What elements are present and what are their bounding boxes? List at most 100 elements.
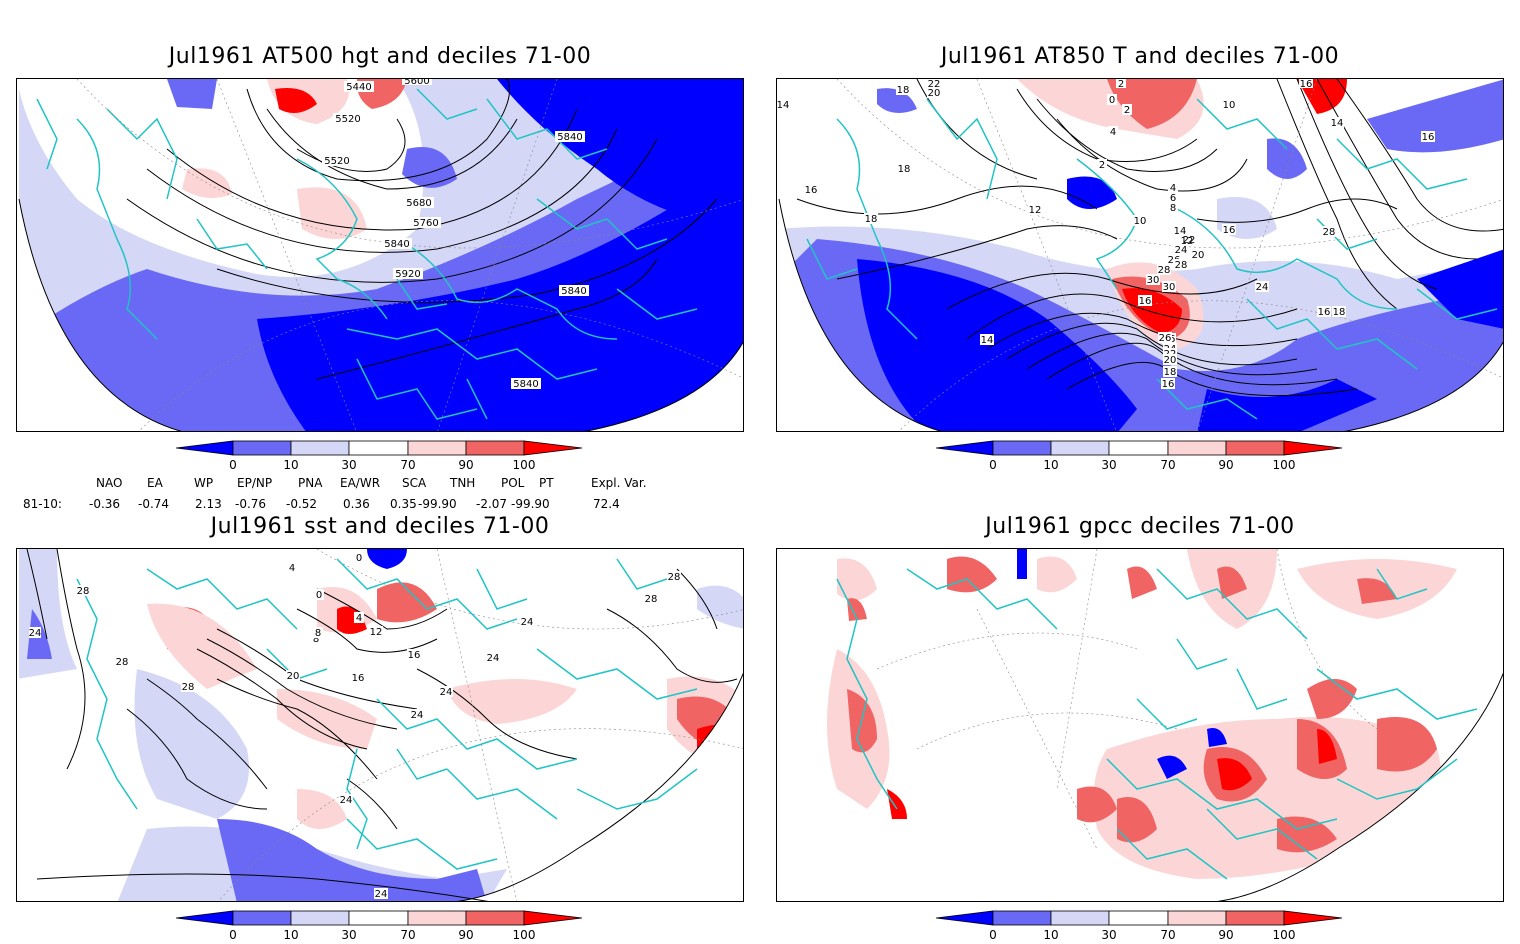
contour-label: 4 [356,613,362,624]
colorbar-swatch-3 [1108,910,1169,926]
contour-label: 8 [1170,203,1176,214]
contour-label: 5760 [413,218,438,229]
colorbar-swatches [936,910,1343,926]
index-value-sca: 0.35 [390,497,417,511]
colorbar-swatch-2 [1050,440,1110,456]
map-panel-gpcc [776,548,1504,902]
colorbar-swatch-0 [176,910,234,926]
contour-label: 18 [897,85,910,96]
colorbar-swatch-5 [465,910,525,926]
colorbar-swatch-6 [523,910,583,926]
colorbar-tick: 10 [283,458,299,472]
index-value-ea: -0.74 [138,497,170,511]
contour-label: 30 [1147,275,1160,286]
contour-label: 14 [1174,226,1187,237]
colorbar-tick: 70 [1160,458,1176,472]
colorbar-tick: 0 [989,458,997,472]
contour-label: 0 [356,553,362,564]
contour-label: 16 [1223,225,1236,236]
map-svg-hgt500: 5440 5600 5520 5520 5680 5760 5840 5840 … [18,79,743,431]
contour-label: 16 [352,673,365,684]
contour-label: 8 [313,634,319,645]
map-svg-sst: 28 24 28 28 0 4 0 4 8 12 8 16 20 16 24 2… [19,549,743,901]
colorbar-swatch-6 [523,440,583,456]
contour-label: 5840 [513,379,538,390]
colorbar-tick: 30 [341,458,357,472]
colorbar-tick: 90 [1218,458,1234,472]
colorbar-tick: 0 [229,928,237,942]
colorbar-swatches [176,440,583,456]
colorbar-swatch-0 [936,910,994,926]
contour-label: 5520 [335,114,360,125]
index-value-pol: -2.07 [476,497,508,511]
colorbar-swatches [176,910,583,926]
colorbar-swatch-2 [290,440,350,456]
contour-label: 10 [1134,216,1147,227]
contour-label: 0 [316,590,322,601]
contour-label: 22 [928,79,941,90]
colorbar-tick: 90 [458,928,474,942]
contour-label: 22 [1183,235,1196,246]
contour-label: 28 [182,682,195,693]
contour-label: 20 [287,671,300,682]
contour-label: 24 [440,687,453,698]
contour-label: 28 [668,572,681,583]
contour-label: 4 [289,563,295,574]
contour-label: 5840 [561,286,586,297]
contour-label: 14 [1331,118,1344,129]
panel-title-hgt500: Jul1961 AT500 hgt and deciles 71-00 [168,44,592,69]
index-header-pna: PNA [298,476,323,490]
colorbar-swatch-3 [1108,440,1169,456]
contour-label: 28 [1175,260,1188,271]
contour-label: 6 [1170,193,1176,204]
contour-label: 10 [1223,100,1236,111]
colorbar-tick: 100 [512,928,536,942]
contour-label: 24 [487,653,500,664]
contour-label: 18 [1164,367,1177,378]
contour-label: 20 [1164,355,1177,366]
contour-label: 5920 [395,269,420,280]
contour-label: 18 [865,214,878,225]
contour-label: 16 [1162,379,1175,390]
colorbar-swatch-4 [1167,440,1227,456]
colorbar-bottom-left: 0 10 30 70 90 100 [176,910,596,944]
colorbar-swatch-4 [1167,910,1227,926]
colorbar-swatches [936,440,1343,456]
index-value-tnh: -99.90 [418,497,457,511]
colorbar-swatch-3 [348,910,409,926]
contour-label: 2 [1118,79,1124,90]
panel-title-sst: Jul1961 sst and deciles 71-00 [210,514,550,539]
contour-label: 28 [116,657,129,668]
panel-title-t850: Jul1961 AT850 T and deciles 71-00 [940,44,1340,69]
index-value-epnp: -0.76 [235,497,267,511]
contour-label: 5840 [557,132,582,143]
index-value-pna: -0.52 [286,497,318,511]
colorbar-tick: 30 [1101,928,1117,942]
colorbar-tick: 0 [229,458,237,472]
colorbar-tick: 90 [458,458,474,472]
contour-label: 5520 [324,156,349,167]
contour-label: 8 [315,628,321,639]
colorbar-tick: 70 [400,458,416,472]
index-value-wp: 2.13 [195,497,222,511]
colorbar-tick: 90 [1218,928,1234,942]
colorbar-tick: 10 [1043,928,1059,942]
colorbar-swatch-6 [1283,910,1343,926]
colorbar-swatch-1 [992,440,1052,456]
contour-label: 28 [645,594,658,605]
index-header-pt: PT [539,476,554,490]
colorbar-swatch-2 [290,910,350,926]
contour-label: 28 [77,586,90,597]
index-header-nao: NAO [96,476,123,490]
contour-label: 2 [1124,105,1130,116]
colorbar-swatch-5 [465,440,525,456]
contour-label: 16 [805,185,818,196]
contour-label: 18 [1333,307,1346,318]
index-value-expl-var: 72.4 [593,497,620,511]
contour-label: 4 [1110,127,1116,138]
contour-label: 20 [928,88,941,99]
contour-label: 5440 [346,82,371,93]
contour-label: 16 [1422,132,1435,143]
colorbar-tick: 100 [1272,458,1296,472]
colorbar-swatch-5 [1225,440,1285,456]
